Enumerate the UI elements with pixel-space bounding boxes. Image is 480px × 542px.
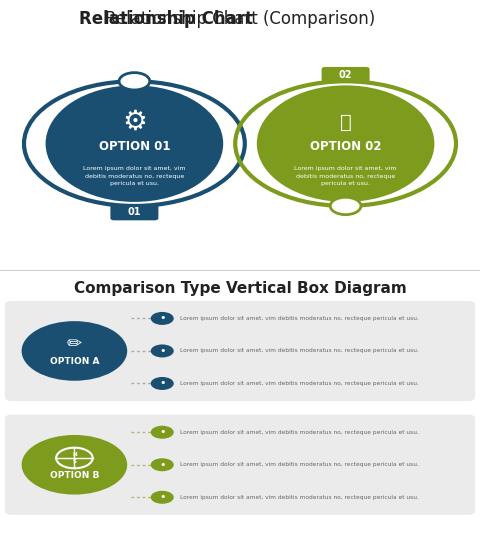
- Text: ✏: ✏: [67, 335, 82, 353]
- Text: •: •: [159, 427, 166, 437]
- Text: OPTION B: OPTION B: [50, 471, 99, 480]
- Text: •: •: [159, 492, 166, 502]
- Text: Relationship Chart (Comparison): Relationship Chart (Comparison): [105, 10, 375, 28]
- FancyBboxPatch shape: [322, 67, 370, 82]
- Text: 📄: 📄: [340, 112, 351, 132]
- FancyBboxPatch shape: [5, 415, 475, 515]
- Text: 02: 02: [339, 70, 352, 80]
- Text: Lorem ipsum dolor sit amet, vim debitis moderatus no, recteque pericula et usu.: Lorem ipsum dolor sit amet, vim debitis …: [180, 316, 419, 321]
- Circle shape: [119, 73, 150, 90]
- FancyBboxPatch shape: [5, 301, 475, 401]
- Text: •: •: [159, 378, 166, 389]
- Text: •: •: [159, 346, 166, 356]
- Text: OPTION 01: OPTION 01: [99, 140, 170, 153]
- Text: Lorem ipsum dolor sit amet, vim debitis moderatus no, recteque pericula et usu.: Lorem ipsum dolor sit amet, vim debitis …: [180, 462, 419, 467]
- Text: ⚙: ⚙: [122, 108, 147, 136]
- Text: OPTION A: OPTION A: [49, 357, 99, 366]
- Text: •: •: [159, 460, 166, 470]
- Text: Lorem ipsum dolor sit amet, vim debitis moderatus no, recteque pericula et usu.: Lorem ipsum dolor sit amet, vim debitis …: [180, 430, 419, 435]
- Text: Comparison Type Vertical Box Diagram: Comparison Type Vertical Box Diagram: [73, 281, 407, 296]
- Text: N: N: [72, 452, 77, 457]
- Text: •: •: [159, 313, 166, 324]
- FancyBboxPatch shape: [110, 205, 158, 220]
- Circle shape: [330, 197, 361, 215]
- Circle shape: [151, 345, 174, 358]
- Circle shape: [151, 491, 174, 504]
- Circle shape: [151, 312, 174, 325]
- Ellipse shape: [257, 86, 434, 202]
- Text: Lorem ipsum dolor sit amet, vim debitis moderatus no, recteque pericula et usu.: Lorem ipsum dolor sit amet, vim debitis …: [180, 495, 419, 500]
- Circle shape: [22, 321, 127, 380]
- Circle shape: [151, 426, 174, 439]
- Text: S: S: [72, 459, 76, 464]
- Text: Relationship Chart: Relationship Chart: [79, 10, 252, 28]
- Ellipse shape: [46, 86, 223, 202]
- Circle shape: [151, 459, 174, 472]
- Circle shape: [22, 435, 127, 494]
- Circle shape: [151, 377, 174, 390]
- Text: Lorem ipsum dolor sit amet, vim
debitis moderatus no, recteque
pericula et usu.: Lorem ipsum dolor sit amet, vim debitis …: [294, 166, 397, 186]
- Text: 01: 01: [128, 208, 141, 217]
- Text: Lorem ipsum dolor sit amet, vim debitis moderatus no, recteque pericula et usu.: Lorem ipsum dolor sit amet, vim debitis …: [180, 381, 419, 386]
- Text: OPTION 02: OPTION 02: [310, 140, 381, 153]
- Text: Lorem ipsum dolor sit amet, vim debitis moderatus no, recteque pericula et usu.: Lorem ipsum dolor sit amet, vim debitis …: [180, 349, 419, 353]
- Text: Lorem ipsum dolor sit amet, vim
debitis moderatus no, recteque
pericula et usu.: Lorem ipsum dolor sit amet, vim debitis …: [83, 166, 186, 186]
